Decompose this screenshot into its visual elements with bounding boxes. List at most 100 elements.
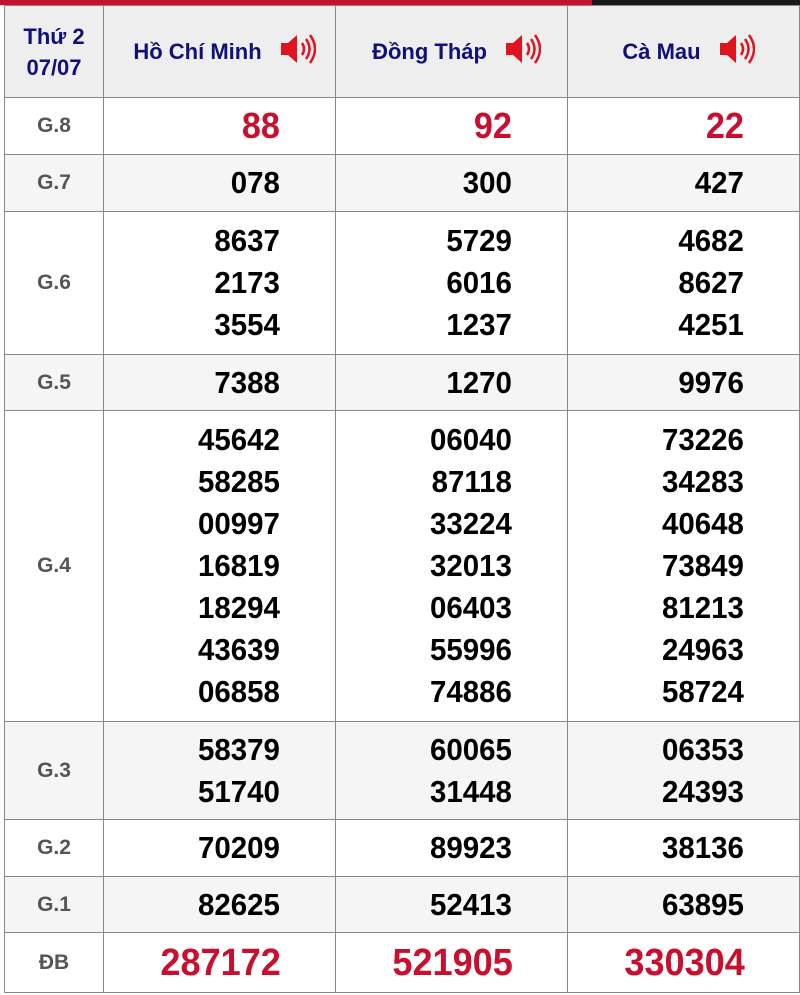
prize-number: 73226 <box>661 422 744 457</box>
prize-cell: 1270 <box>335 354 568 411</box>
speaker-icon[interactable] <box>278 31 316 73</box>
prize-cell: 88 <box>103 97 336 155</box>
prize-number: 1270 <box>446 364 512 400</box>
lottery-results-table: Thứ 2 07/07 Hồ Chí Minh Đồng Tháp Cà Mau … <box>4 5 800 993</box>
prize-label: G.4 <box>4 410 104 722</box>
prize-label: G.6 <box>4 211 104 355</box>
prize-number: 3554 <box>214 307 280 342</box>
prize-number: 427 <box>694 165 744 200</box>
prize-label: G.1 <box>4 876 104 933</box>
prize-number: 2173 <box>214 265 280 300</box>
prize-number: 82625 <box>197 886 280 922</box>
prize-row-g1: G.1 82625 52413 63895 <box>4 876 800 933</box>
prize-cell: 06040 87118 33224 32013 06403 55996 74886 <box>335 410 568 722</box>
prize-cell: 427 <box>567 154 800 212</box>
speaker-icon[interactable] <box>503 31 542 73</box>
prize-number: 5729 <box>446 223 512 258</box>
province-header-dong-thap: Đồng Tháp <box>335 5 568 98</box>
province-name: Đồng Tháp <box>372 38 487 64</box>
prize-row-g4: G.4 45642 58285 00997 16819 18294 43639 06858 06… <box>4 410 800 722</box>
prize-number: 45642 <box>197 422 280 457</box>
prize-number: 89923 <box>429 830 512 865</box>
prize-number: 51740 <box>197 773 280 809</box>
prize-number: 58285 <box>197 464 280 499</box>
special-prize-number: 330304 <box>624 941 745 984</box>
prize-number: 22 <box>705 105 744 146</box>
prize-number: 74886 <box>429 674 512 709</box>
prize-number: 34283 <box>661 464 744 499</box>
prize-number: 31448 <box>429 773 512 809</box>
prize-label: G.5 <box>4 354 104 411</box>
prize-row-g8: G.8 88 92 22 <box>4 97 800 155</box>
prize-cell: 300 <box>335 154 568 212</box>
top-accent-bar <box>0 0 800 5</box>
prize-number: 87118 <box>431 464 512 499</box>
prize-number: 06858 <box>197 674 280 709</box>
prize-number: 24963 <box>661 632 744 667</box>
prize-cell: 7388 <box>103 354 336 411</box>
prize-number: 16819 <box>197 548 280 583</box>
province-header-ca-mau: Cà Mau <box>567 5 800 98</box>
prize-label: G.3 <box>4 721 104 820</box>
prize-number: 4251 <box>678 307 744 342</box>
prize-cell: 58379 51740 <box>103 721 336 820</box>
prize-number: 58724 <box>661 674 744 709</box>
prize-row-g6: G.6 8637 2173 3554 5729 6016 1237 4682 8627 4251 <box>4 211 800 355</box>
prize-cell: 521905 <box>335 932 568 993</box>
prize-number: 60065 <box>429 731 512 767</box>
prize-cell: 9976 <box>567 354 800 411</box>
prize-number: 52413 <box>429 886 512 922</box>
prize-cell: 70209 <box>103 819 336 877</box>
prize-number: 63895 <box>661 886 744 922</box>
prize-cell: 73226 34283 40648 73849 81213 24963 58724 <box>567 410 800 722</box>
special-prize-number: 521905 <box>392 941 513 984</box>
prize-number: 18294 <box>197 590 280 625</box>
draw-date: 07/07 <box>26 54 82 80</box>
prize-number: 300 <box>462 165 512 200</box>
province-header-hcm: Hồ Chí Minh <box>103 5 336 98</box>
prize-cell: 287172 <box>103 932 336 993</box>
prize-cell: 92 <box>335 97 568 155</box>
prize-label: G.8 <box>4 97 104 155</box>
prize-number: 8627 <box>678 265 744 300</box>
prize-cell: 82625 <box>103 876 336 933</box>
prize-cell: 078 <box>103 154 336 212</box>
province-name: Hồ Chí Minh <box>133 38 262 64</box>
prize-number: 06040 <box>429 422 512 457</box>
prize-cell: 06353 24393 <box>567 721 800 820</box>
prize-cell: 60065 31448 <box>335 721 568 820</box>
prize-number: 7388 <box>214 364 280 400</box>
prize-number: 1237 <box>446 307 512 342</box>
prize-label: G.7 <box>4 154 104 212</box>
prize-number: 9976 <box>678 364 744 400</box>
prize-number: 33224 <box>429 506 512 541</box>
prize-number: 00997 <box>197 506 280 541</box>
prize-number: 40648 <box>661 506 744 541</box>
prize-number: 73849 <box>661 548 744 583</box>
prize-number: 4682 <box>678 223 744 258</box>
prize-number: 70209 <box>197 830 280 865</box>
prize-number: 92 <box>473 105 512 146</box>
prize-number: 06353 <box>661 731 744 767</box>
prize-number: 58379 <box>197 731 280 767</box>
prize-cell: 4682 8627 4251 <box>567 211 800 355</box>
prize-number: 06403 <box>429 590 512 625</box>
prize-cell: 330304 <box>567 932 800 993</box>
prize-cell: 63895 <box>567 876 800 933</box>
prize-row-b: ĐB 287172 521905 330304 <box>4 932 800 993</box>
prize-row-g3: G.3 58379 51740 60065 31448 06353 24393 <box>4 721 800 820</box>
prize-row-g2: G.2 70209 89923 38136 <box>4 819 800 877</box>
weekday: Thứ 2 <box>23 23 85 49</box>
prize-number: 38136 <box>661 830 744 865</box>
date-header: Thứ 2 07/07 <box>4 5 104 98</box>
prize-cell: 52413 <box>335 876 568 933</box>
prize-number: 24393 <box>661 773 744 809</box>
prize-label: G.2 <box>4 819 104 877</box>
prize-row-g7: G.7 078 300 427 <box>4 154 800 212</box>
prize-number: 81213 <box>661 590 744 625</box>
prize-number: 55996 <box>429 632 512 667</box>
special-prize-number: 287172 <box>160 941 281 984</box>
speaker-icon[interactable] <box>717 31 755 73</box>
prize-cell: 38136 <box>567 819 800 877</box>
prize-number: 88 <box>241 105 280 146</box>
